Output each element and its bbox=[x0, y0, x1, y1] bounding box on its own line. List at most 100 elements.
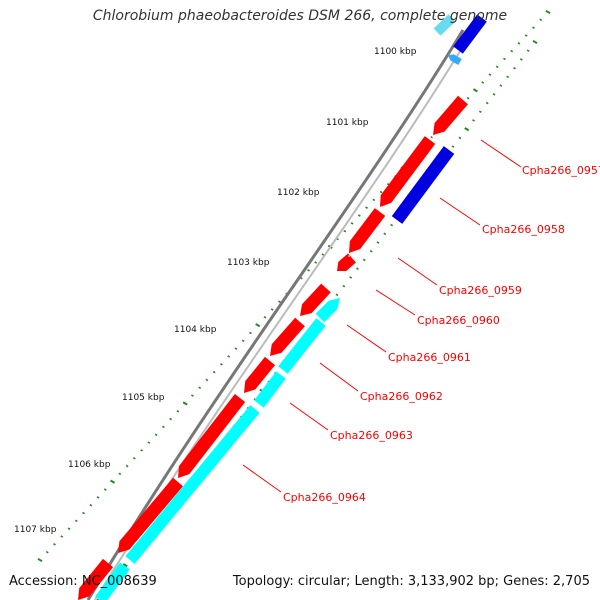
tick-mark bbox=[241, 339, 245, 343]
leader-line bbox=[439, 197, 481, 226]
tick-mark bbox=[249, 331, 252, 335]
tick-mark bbox=[492, 93, 496, 96]
tick-mark bbox=[147, 441, 151, 444]
accession-label: Accession: NC_008639 bbox=[9, 574, 157, 589]
tick-mark bbox=[169, 417, 173, 421]
tick-mark bbox=[154, 433, 158, 437]
tick-mark bbox=[122, 563, 128, 568]
map-title: Chlorobium phaeobacteroides DSM 266, com… bbox=[92, 8, 508, 24]
tick-mark bbox=[125, 464, 129, 468]
tick-mark bbox=[161, 425, 165, 429]
feature-arrow-reverse bbox=[315, 298, 340, 323]
tick-mark bbox=[227, 355, 231, 358]
gene-features bbox=[78, 14, 487, 600]
feature-arrow-forward bbox=[178, 394, 246, 478]
feature-reverse-cyan bbox=[278, 318, 326, 374]
feature-arrow-forward bbox=[433, 95, 468, 135]
tick-mark bbox=[503, 57, 506, 61]
feature-arrow-forward bbox=[78, 558, 114, 600]
feature-partial-light bbox=[433, 14, 456, 36]
feature-small-arrow bbox=[448, 54, 462, 66]
tick-mark bbox=[488, 73, 492, 76]
tick-mark bbox=[372, 198, 376, 202]
tick-mark bbox=[37, 557, 43, 563]
tick-mark bbox=[478, 110, 482, 114]
tick-mark bbox=[451, 145, 455, 148]
tick-mark bbox=[495, 65, 499, 69]
tick-mark bbox=[335, 293, 339, 297]
tick-mark bbox=[278, 300, 281, 303]
feature-arrow-forward bbox=[244, 356, 276, 393]
feature-gap bbox=[432, 136, 434, 138]
tick-mark bbox=[270, 308, 274, 311]
feature-gap bbox=[348, 255, 350, 257]
scale-label: 1102 kbp bbox=[277, 188, 320, 198]
scale-label: 1105 kbp bbox=[122, 393, 165, 403]
gene-label: Cpha266_0963 bbox=[330, 429, 413, 442]
tick-mark bbox=[365, 206, 368, 210]
leader-line bbox=[289, 402, 329, 431]
backbone-outer bbox=[86, 29, 465, 600]
feature-gap bbox=[177, 479, 179, 481]
gene-label: Cpha266_0959 bbox=[439, 284, 522, 297]
tick-mark bbox=[485, 101, 489, 105]
feature-reverse-blue bbox=[391, 146, 455, 224]
tick-mark bbox=[379, 190, 383, 194]
leader-lines bbox=[242, 139, 522, 493]
tick-mark bbox=[376, 241, 380, 244]
tick-mark bbox=[212, 370, 216, 374]
feature-partial-blue bbox=[453, 14, 487, 54]
tick-mark bbox=[182, 401, 188, 406]
tick-mark bbox=[198, 386, 202, 390]
leader-line bbox=[242, 464, 282, 493]
feature-gap bbox=[117, 557, 119, 559]
feature-gap bbox=[269, 357, 271, 359]
tick-mark bbox=[357, 214, 361, 217]
tick-mark bbox=[524, 34, 528, 37]
feature-reverse-cyan bbox=[125, 405, 260, 564]
tick-mark bbox=[110, 479, 116, 484]
tick-mark bbox=[234, 347, 238, 350]
leader-line bbox=[346, 324, 387, 353]
tick-mark bbox=[539, 18, 543, 22]
scale-label: 1103 kbp bbox=[227, 258, 270, 268]
tick-mark bbox=[132, 456, 136, 460]
feature-reverse-cyan bbox=[254, 371, 286, 408]
tick-mark bbox=[263, 316, 267, 319]
feature-arrow-forward bbox=[380, 136, 436, 207]
leader-line bbox=[375, 289, 416, 316]
tick-mark bbox=[53, 543, 56, 546]
tick-mark bbox=[176, 409, 180, 413]
tick-mark bbox=[349, 276, 353, 279]
tick-mark bbox=[220, 362, 223, 366]
gene-label: Cpha266_0960 bbox=[417, 314, 500, 327]
feature-arrow-forward bbox=[349, 208, 386, 253]
scale-label: 1104 kbp bbox=[174, 325, 217, 335]
gene-label: Cpha266_0957 bbox=[522, 164, 600, 177]
scale-label: 1107 kbp bbox=[14, 525, 57, 535]
tick-mark bbox=[74, 519, 78, 523]
tick-mark bbox=[356, 267, 359, 270]
tick-mark bbox=[499, 84, 503, 87]
tick-mark bbox=[205, 378, 209, 382]
tick-mark bbox=[481, 81, 485, 84]
tick-mark bbox=[343, 229, 347, 233]
tick-mark bbox=[466, 96, 470, 100]
feature-gap bbox=[299, 318, 301, 320]
tick-mark bbox=[369, 249, 373, 253]
feature-gap bbox=[379, 208, 381, 210]
gene-label: Cpha266_0964 bbox=[283, 491, 366, 504]
leader-line bbox=[319, 362, 359, 392]
gene-label: Cpha266_0961 bbox=[388, 351, 471, 364]
tick-mark bbox=[314, 261, 318, 264]
tick-mark bbox=[190, 394, 194, 397]
tick-mark bbox=[545, 9, 551, 15]
gene-label: Cpha266_0962 bbox=[360, 390, 443, 403]
tick-mark bbox=[532, 26, 535, 29]
scale-label: 1101 kbp bbox=[326, 118, 369, 128]
leader-line bbox=[397, 257, 438, 286]
tick-mark bbox=[60, 535, 64, 538]
tick-mark bbox=[82, 511, 85, 515]
tick-mark bbox=[532, 39, 538, 45]
